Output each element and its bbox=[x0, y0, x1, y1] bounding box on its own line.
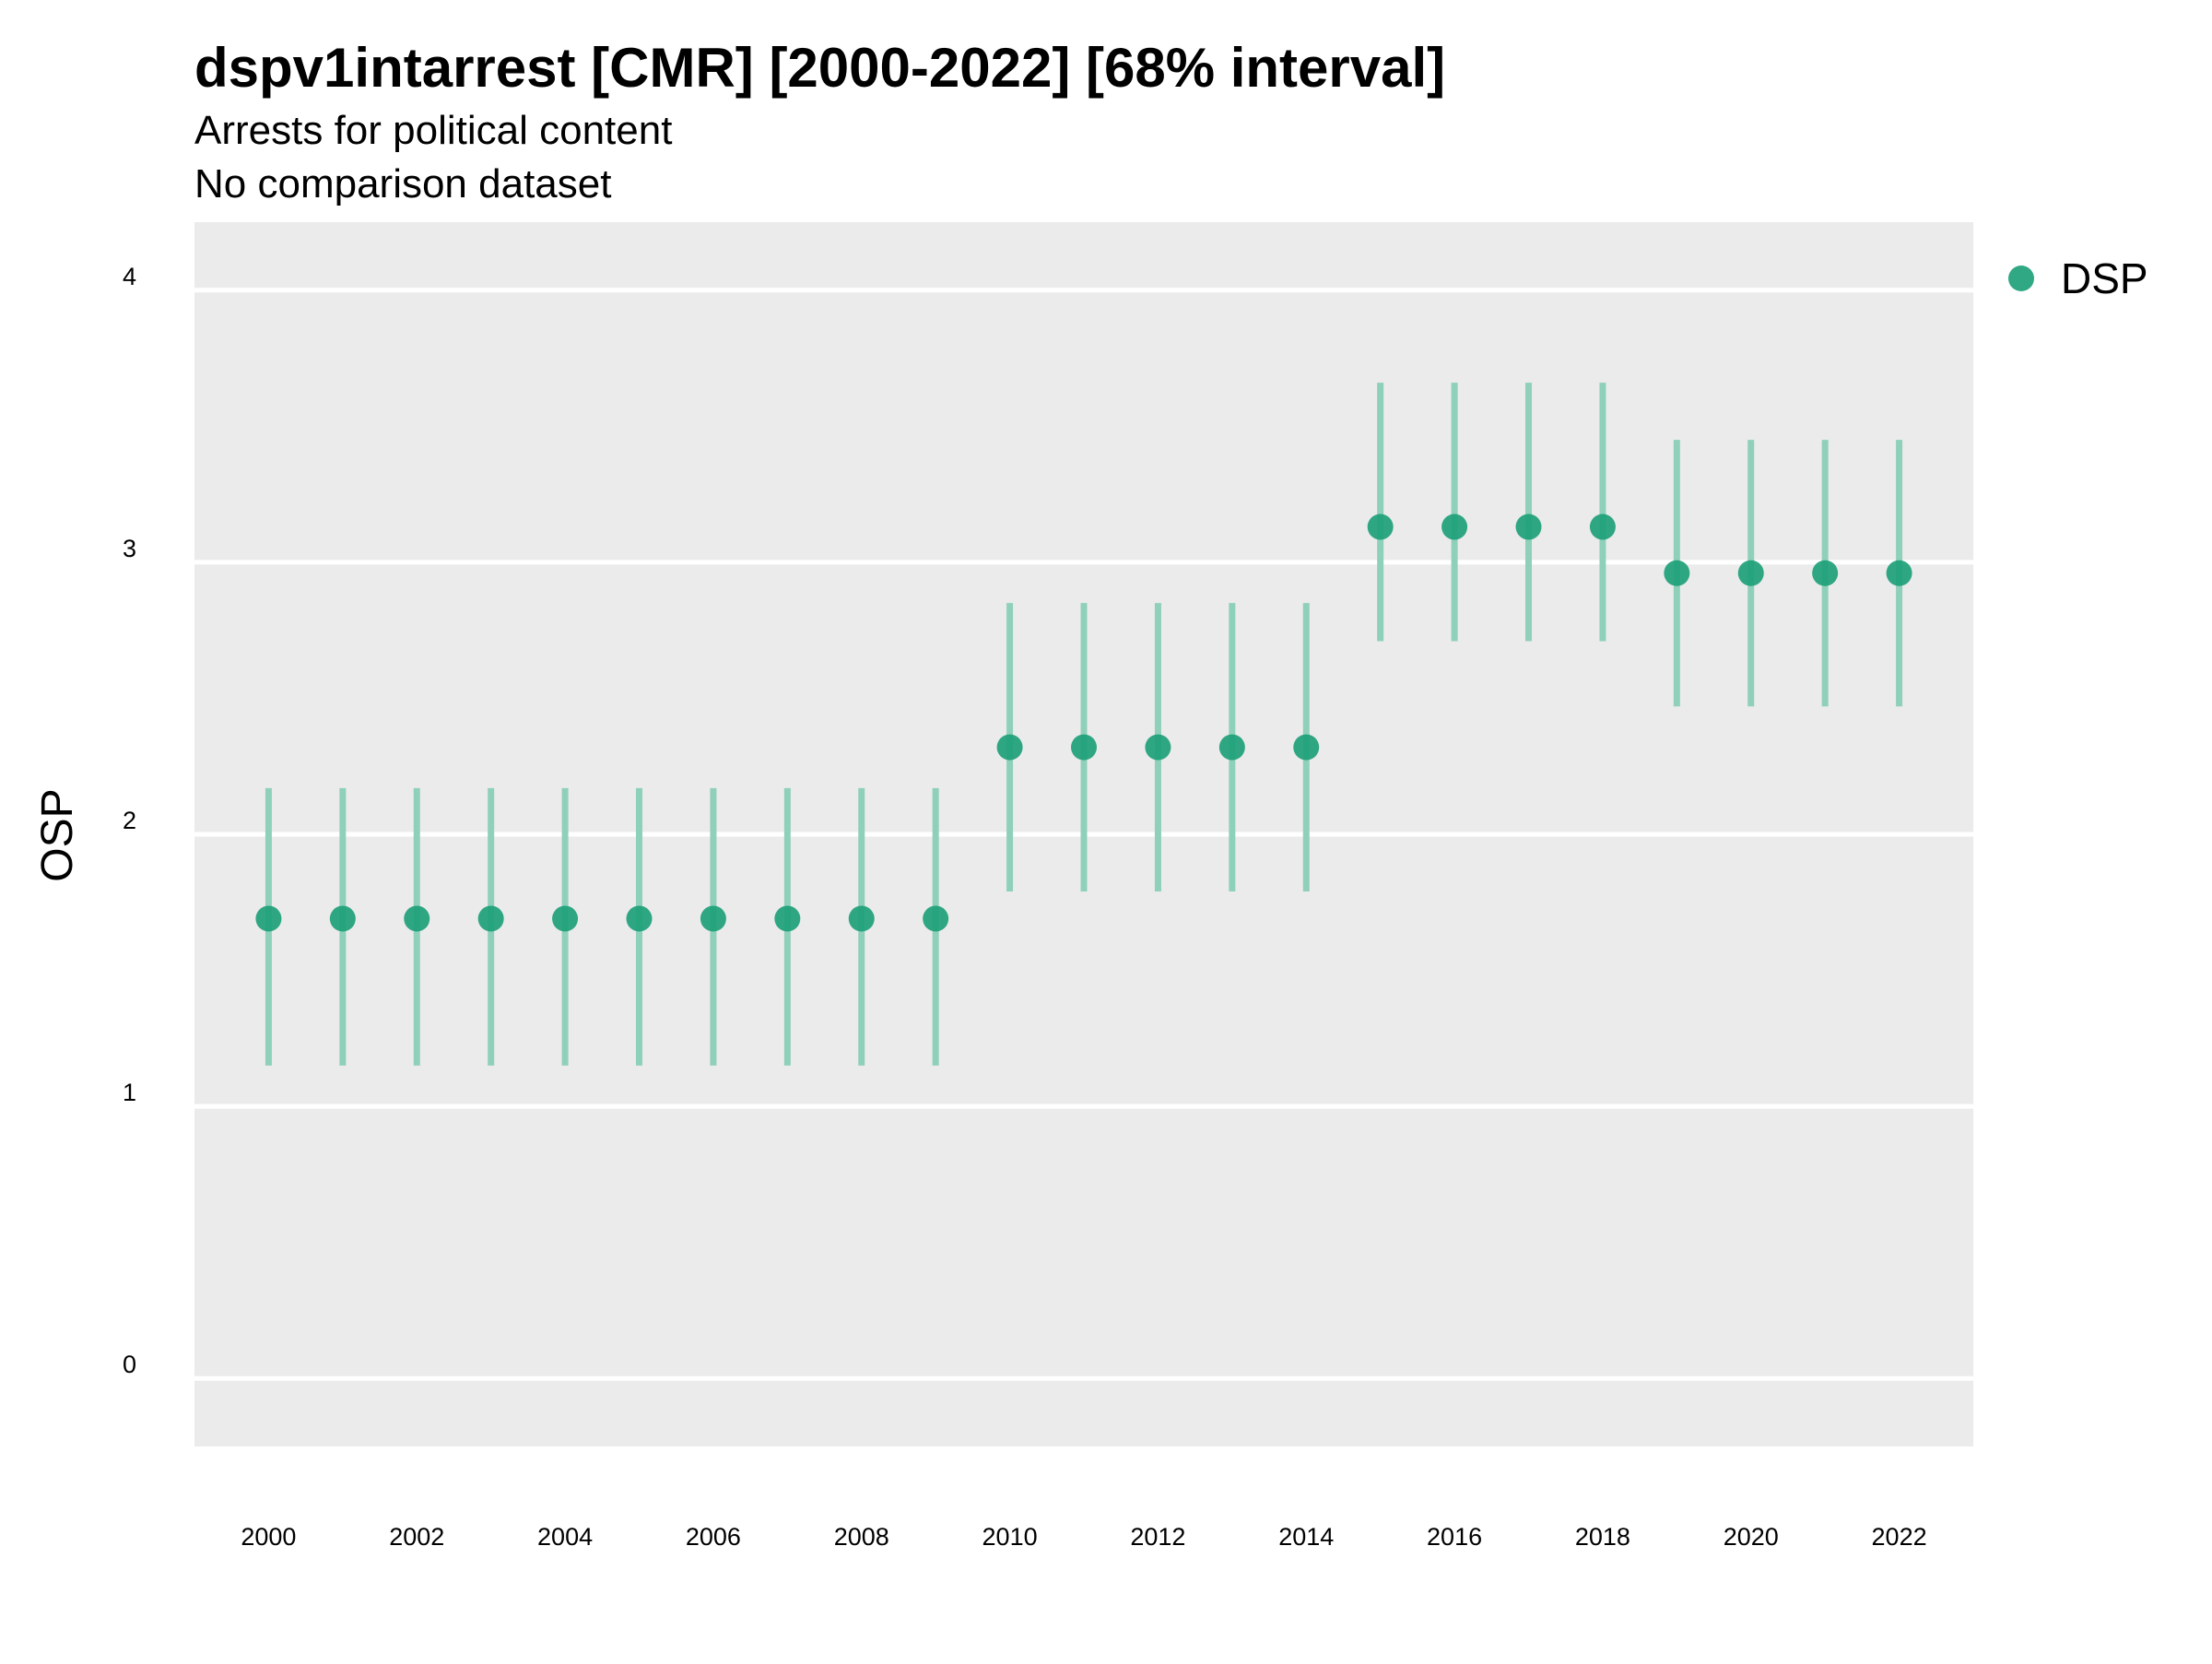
data-point-2017 bbox=[1515, 513, 1542, 540]
x-tick-label-2002: 2002 bbox=[389, 1523, 444, 1551]
data-point-2013 bbox=[1218, 734, 1245, 761]
x-tick-label-2006: 2006 bbox=[686, 1523, 741, 1551]
x-tick-label-2010: 2010 bbox=[982, 1523, 1038, 1551]
data-point-2009 bbox=[923, 905, 949, 932]
data-point-2016 bbox=[1441, 513, 1468, 540]
data-point-2003 bbox=[477, 905, 504, 932]
data-point-2005 bbox=[626, 905, 653, 932]
x-tick-label-2016: 2016 bbox=[1427, 1523, 1482, 1551]
data-point-2019 bbox=[1664, 560, 1690, 586]
data-point-2008 bbox=[848, 905, 875, 932]
chart-title: dspv1intarrest [CMR] [2000-2022] [68% in… bbox=[194, 37, 1445, 99]
y-tick-labels: 0 1 2 3 4 bbox=[123, 263, 136, 1378]
title-group: dspv1intarrest [CMR] [2000-2022] [68% in… bbox=[194, 37, 1445, 207]
data-point-2001 bbox=[329, 905, 356, 932]
x-tick-label-2012: 2012 bbox=[1130, 1523, 1185, 1551]
data-point-2022 bbox=[1886, 560, 1912, 586]
data-point-2012 bbox=[1145, 734, 1171, 761]
data-point-2000 bbox=[255, 905, 282, 932]
data-point-2021 bbox=[1812, 560, 1839, 586]
data-point-2020 bbox=[1737, 560, 1764, 586]
data-point-2007 bbox=[774, 905, 801, 932]
x-tick-label-2020: 2020 bbox=[1724, 1523, 1779, 1551]
data-point-2011 bbox=[1071, 734, 1097, 761]
legend-label-dsp: DSP bbox=[2061, 254, 2148, 302]
data-point-2004 bbox=[552, 905, 579, 932]
y-tick-label-2: 2 bbox=[123, 807, 136, 834]
chart-subtitle-line-2: No comparison dataset bbox=[194, 161, 611, 207]
data-point-2018 bbox=[1589, 513, 1616, 540]
y-axis-title: OSP bbox=[33, 788, 82, 881]
data-points bbox=[255, 513, 1912, 932]
data-point-2015 bbox=[1367, 513, 1394, 540]
x-tick-label-2022: 2022 bbox=[1872, 1523, 1927, 1551]
x-tick-labels: 2000 2002 2004 2006 2008 2010 2012 2014 2016 2018… bbox=[241, 1523, 1926, 1551]
y-tick-label-3: 3 bbox=[123, 535, 136, 562]
data-point-2010 bbox=[996, 734, 1023, 761]
x-tick-label-2014: 2014 bbox=[1278, 1523, 1334, 1551]
y-tick-label-1: 1 bbox=[123, 1079, 136, 1106]
data-point-2002 bbox=[404, 905, 430, 932]
x-tick-label-2004: 2004 bbox=[537, 1523, 593, 1551]
legend: DSP bbox=[2008, 254, 2148, 302]
data-point-2014 bbox=[1293, 734, 1320, 761]
x-tick-label-2000: 2000 bbox=[241, 1523, 296, 1551]
x-tick-label-2008: 2008 bbox=[834, 1523, 889, 1551]
x-tick-label-2018: 2018 bbox=[1575, 1523, 1630, 1551]
legend-key-dsp bbox=[2008, 266, 2034, 291]
chart-subtitle-line-1: Arrests for political content bbox=[194, 108, 672, 153]
data-point-2006 bbox=[700, 905, 726, 932]
y-tick-label-0: 0 bbox=[123, 1351, 136, 1378]
y-tick-label-4: 4 bbox=[123, 263, 136, 290]
